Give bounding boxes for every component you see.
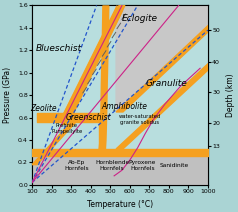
Text: Greenschist: Greenschist xyxy=(66,113,112,122)
Polygon shape xyxy=(32,120,78,165)
Polygon shape xyxy=(116,6,208,112)
Text: water-saturated
granite solidus: water-saturated granite solidus xyxy=(118,114,161,125)
Text: Pyroxene
Hornfels: Pyroxene Hornfels xyxy=(129,160,156,171)
Text: Eclogite: Eclogite xyxy=(122,14,158,23)
Polygon shape xyxy=(116,64,215,149)
Text: Hornblende
Hornfels: Hornblende Hornfels xyxy=(95,160,129,171)
Y-axis label: Pressure (GPa): Pressure (GPa) xyxy=(4,67,12,123)
Polygon shape xyxy=(32,153,208,185)
X-axis label: Temperature (°C): Temperature (°C) xyxy=(87,199,153,209)
Text: Prehnite
Pumpellyite: Prehnite Pumpellyite xyxy=(51,123,83,134)
Polygon shape xyxy=(116,26,215,112)
Text: Granulite: Granulite xyxy=(146,80,188,88)
Text: Amphibolite: Amphibolite xyxy=(102,102,148,111)
Polygon shape xyxy=(60,6,122,122)
Text: Zeolite: Zeolite xyxy=(30,104,57,113)
Text: Sanidinite: Sanidinite xyxy=(160,163,189,168)
Y-axis label: Depth (km): Depth (km) xyxy=(226,73,234,117)
Text: Ab-Ep
Hornfels: Ab-Ep Hornfels xyxy=(65,160,89,171)
Polygon shape xyxy=(62,6,125,124)
Text: Blueschist: Blueschist xyxy=(35,43,81,53)
